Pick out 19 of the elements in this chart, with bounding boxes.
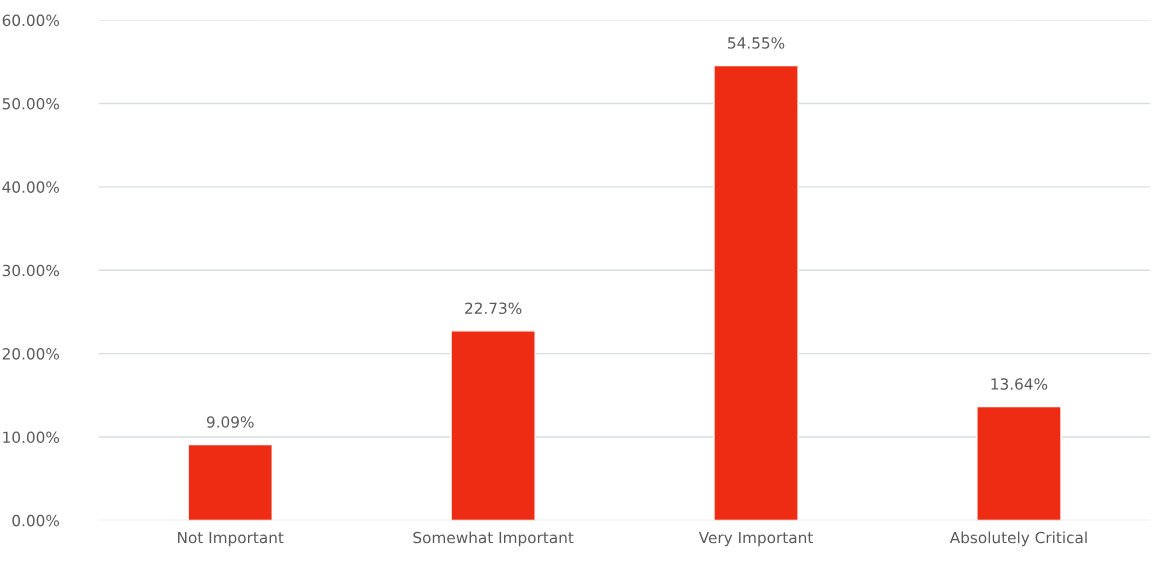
y-tick-label: 50.00% <box>2 97 60 110</box>
data-label: 54.55% <box>728 37 785 49</box>
bar <box>713 64 799 521</box>
y-tick-label: 20.00% <box>2 348 60 360</box>
y-tick-label: 0.00% <box>12 514 60 527</box>
y-tick-label: 60.00% <box>2 14 60 27</box>
bar <box>976 405 1062 521</box>
bar <box>450 330 536 521</box>
data-label: 22.73% <box>465 302 522 315</box>
x-tick-label: Not Important <box>178 531 284 547</box>
x-tick-label: Somewhat Important <box>413 531 574 547</box>
x-tick-label: Absolutely Critical <box>949 531 1087 547</box>
data-label: 9.09% <box>206 416 254 428</box>
bar <box>187 443 273 521</box>
data-label: 13.64% <box>991 378 1048 390</box>
y-tick-label: 10.00% <box>3 431 60 444</box>
x-tick-label: Very Important <box>698 531 813 547</box>
y-tick-label: 40.00% <box>2 181 60 193</box>
y-tick-label: 30.00% <box>2 264 60 277</box>
